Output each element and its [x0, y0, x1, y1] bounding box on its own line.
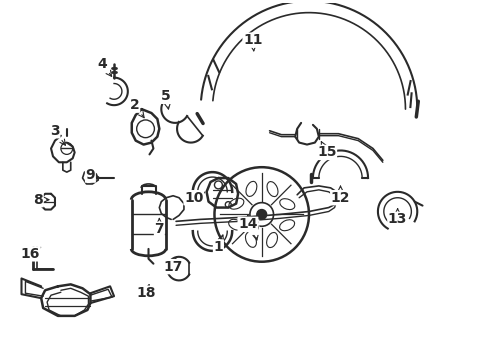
Text: 12: 12 [330, 186, 349, 205]
Text: 18: 18 [137, 284, 156, 300]
Text: 14: 14 [238, 216, 257, 231]
Text: 13: 13 [387, 208, 407, 226]
Text: 17: 17 [163, 258, 183, 274]
Text: 10: 10 [183, 191, 204, 205]
Circle shape [256, 210, 266, 219]
Text: 16: 16 [20, 247, 41, 261]
Text: 9: 9 [85, 168, 99, 182]
Circle shape [88, 174, 96, 182]
Text: 11: 11 [243, 33, 262, 51]
Text: 6: 6 [248, 220, 258, 240]
Text: 8: 8 [33, 193, 49, 207]
Text: 7: 7 [154, 219, 164, 236]
Text: 2: 2 [130, 98, 144, 118]
Text: 1: 1 [213, 235, 223, 254]
Text: 5: 5 [161, 89, 171, 109]
Text: 3: 3 [50, 124, 65, 145]
Text: 15: 15 [316, 141, 336, 159]
Text: 4: 4 [97, 57, 111, 76]
